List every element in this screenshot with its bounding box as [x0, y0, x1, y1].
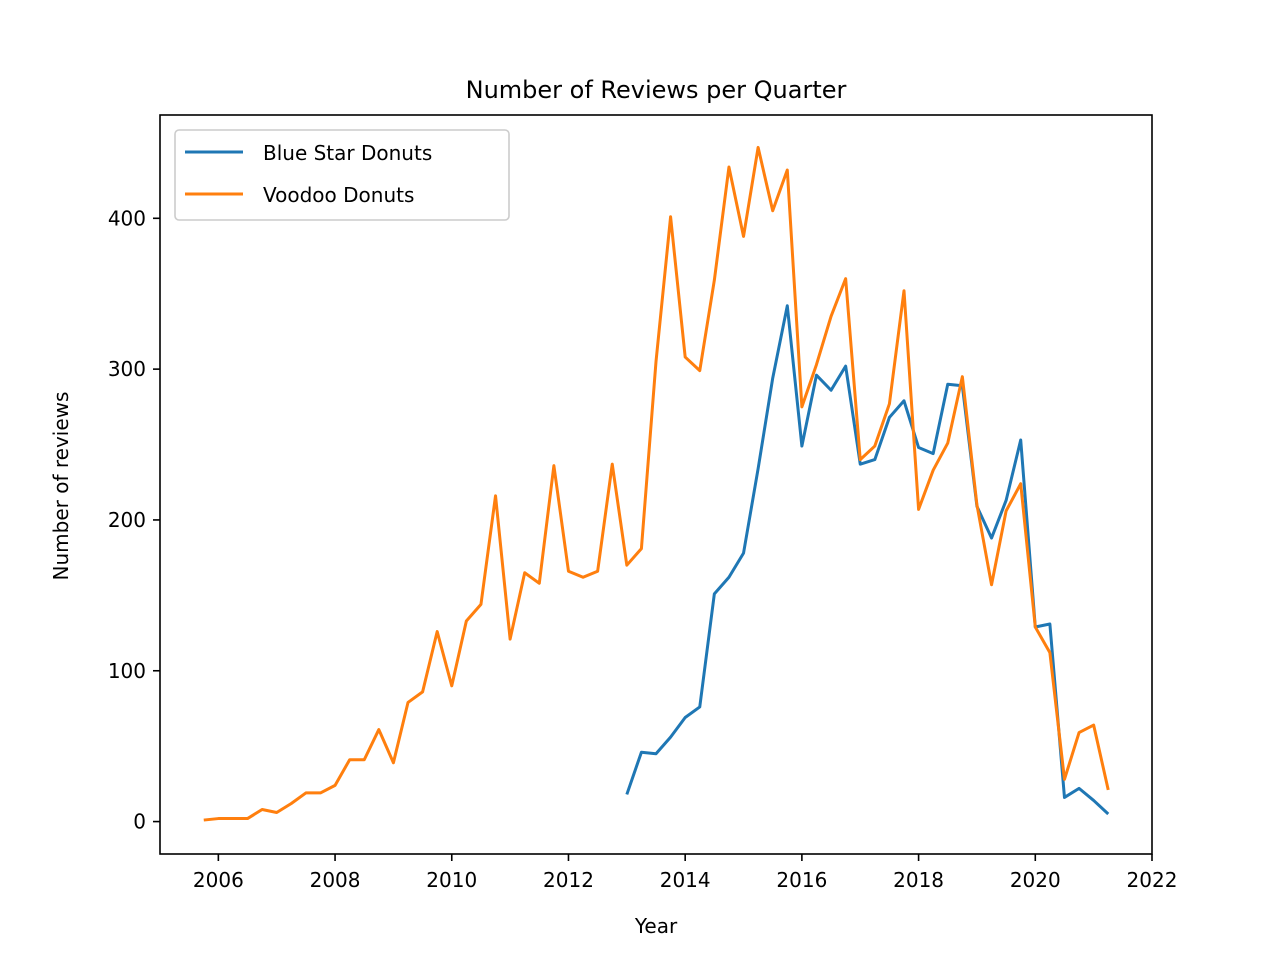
x-tick-label: 2014: [660, 868, 711, 892]
plot-area: [203, 145, 1110, 822]
series-line-voodoo-donuts: [203, 145, 1110, 822]
x-tick-label: 2010: [426, 868, 477, 892]
series-line-blue-star-donuts: [625, 304, 1110, 816]
legend-box: [174, 129, 510, 221]
chart-title: Number of Reviews per Quarter: [466, 76, 847, 104]
y-axis-label: Number of reviews: [49, 392, 73, 581]
x-tick-label: 2008: [310, 868, 361, 892]
y-tick-label: 300: [108, 357, 146, 381]
x-tick-label: 2006: [193, 868, 244, 892]
x-tick-label: 2012: [543, 868, 594, 892]
x-tick-label: 2020: [1010, 868, 1061, 892]
legend-label: Voodoo Donuts: [263, 183, 414, 207]
x-axis: 2006 2008 2010 2012 2014 2016 2018 2020 2022: [193, 854, 1178, 892]
y-tick-label: 200: [108, 508, 146, 532]
y-tick-label: 0: [133, 810, 146, 834]
x-axis-label: Year: [634, 914, 678, 938]
y-axis: 0 100 200 300 400: [108, 206, 160, 834]
x-tick-label: 2018: [893, 868, 944, 892]
plot-frame: [159, 114, 1153, 855]
y-tick-label: 100: [108, 659, 146, 683]
y-tick-label: 400: [108, 206, 146, 230]
legend-label: Blue Star Donuts: [263, 141, 432, 165]
x-tick-label: 2022: [1127, 868, 1178, 892]
legend: Blue Star Donuts Voodoo Donuts: [174, 129, 510, 221]
x-tick-label: 2016: [776, 868, 827, 892]
